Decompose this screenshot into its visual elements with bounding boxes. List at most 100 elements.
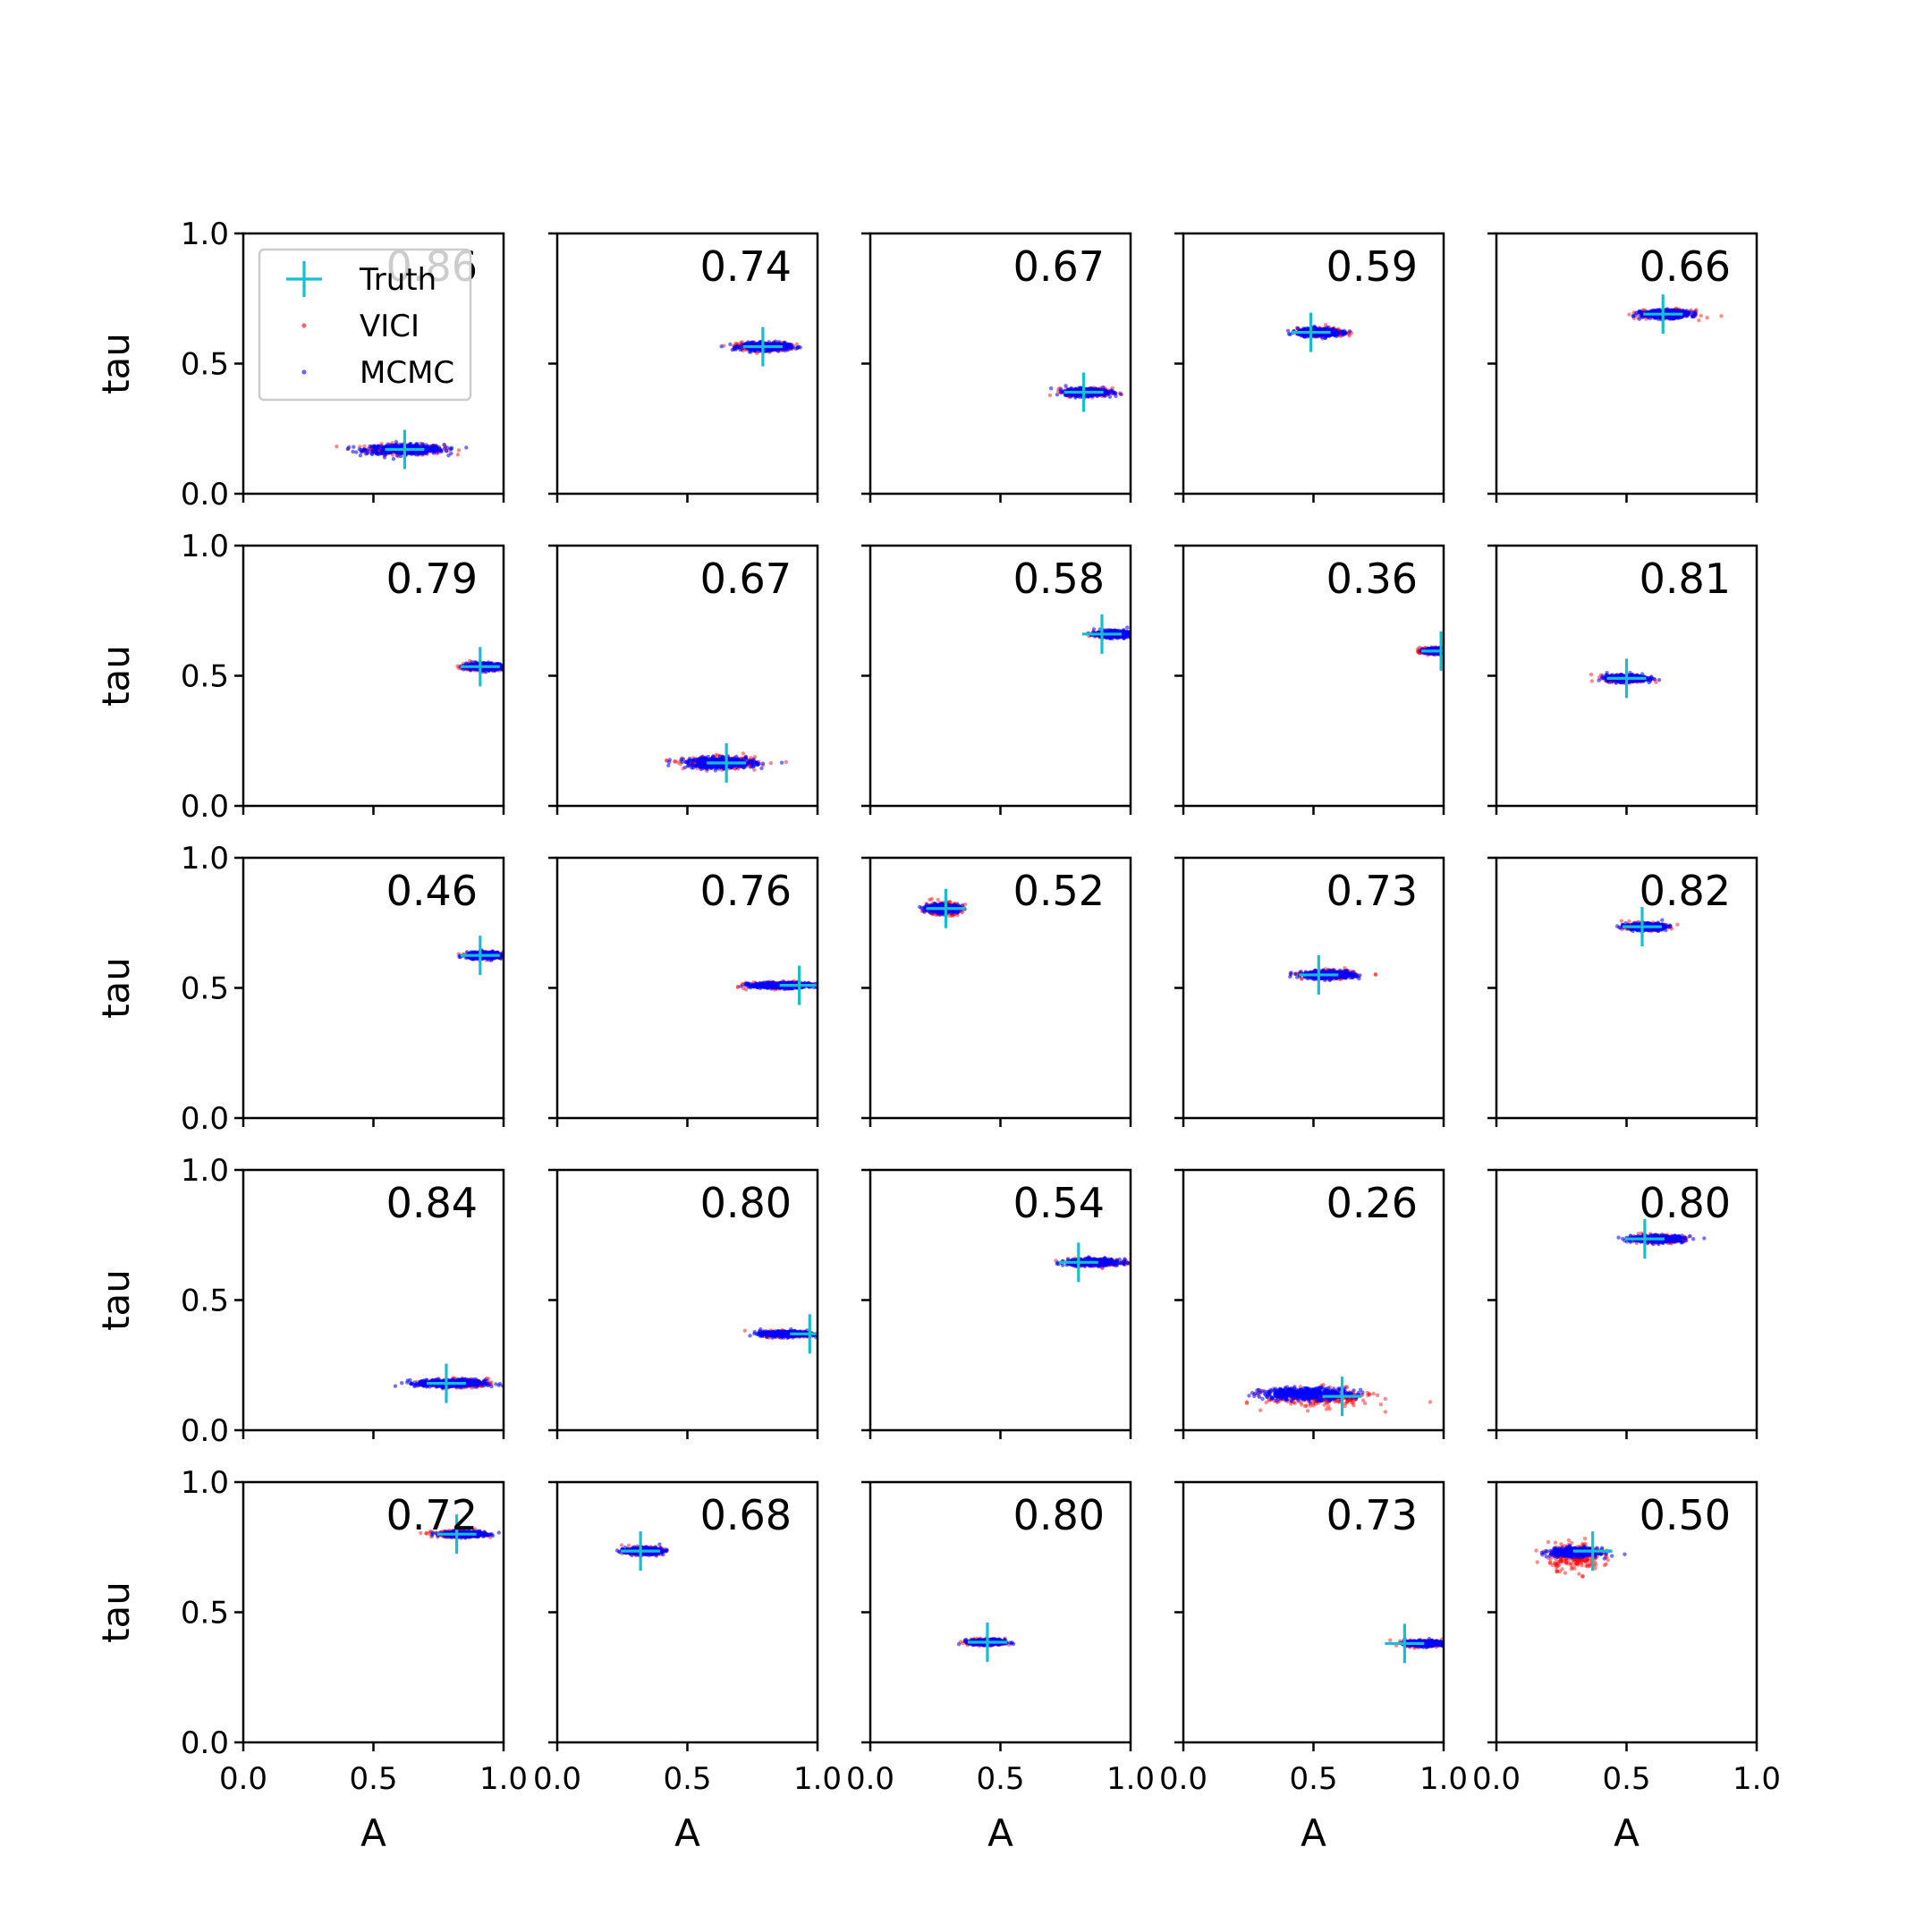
y-tick-label: 1.0 <box>181 529 229 564</box>
panel-7: 0.67 <box>548 544 819 815</box>
mcmc-point <box>1102 390 1107 395</box>
mcmc-point <box>430 448 436 453</box>
mcmc-point <box>449 447 453 452</box>
vici-point <box>768 761 774 766</box>
mcmc-point <box>1330 327 1335 332</box>
mcmc-point <box>399 453 403 459</box>
overlap-value: 0.79 <box>386 555 478 603</box>
mcmc-point <box>351 449 355 454</box>
mcmc-point <box>345 446 350 452</box>
mcmc-point <box>1114 391 1118 395</box>
mcmc-point <box>682 765 688 770</box>
vici-point <box>794 342 800 346</box>
mcmc-point <box>382 455 387 460</box>
y-axis-label: tau <box>94 333 138 394</box>
mcmc-point <box>1285 328 1291 333</box>
vici-point <box>1047 393 1053 398</box>
overlap-value: 0.74 <box>700 242 792 291</box>
panel-3: 0.67 <box>861 232 1132 503</box>
mcmc-point <box>728 342 733 347</box>
vici-point <box>673 758 677 764</box>
mcmc-point <box>380 445 385 450</box>
overlap-value: 0.66 <box>1640 242 1731 291</box>
truth-marker <box>385 429 425 470</box>
vici-point <box>784 759 789 765</box>
mcmc-point <box>464 445 469 450</box>
vici-point <box>714 752 718 758</box>
mcmc-point <box>783 348 787 353</box>
mcmc-point <box>484 670 488 674</box>
mcmc-point <box>733 347 738 352</box>
mcmc-point <box>358 453 363 458</box>
mcmc-point <box>1692 309 1697 314</box>
mcmc-point <box>1657 315 1662 319</box>
vici-point <box>675 760 680 765</box>
truth-marker <box>1643 294 1683 335</box>
vici-point <box>455 453 461 457</box>
mcmc-point <box>1639 314 1643 318</box>
vici-point <box>1697 318 1701 323</box>
mcmc-point <box>422 445 428 449</box>
vici-point <box>1699 313 1704 318</box>
vici-point <box>752 767 757 772</box>
vici-point <box>673 759 677 764</box>
mcmc-point <box>1638 309 1642 314</box>
mcmc-point <box>1110 388 1114 394</box>
vici-point <box>456 448 462 453</box>
truth-marker <box>742 326 783 367</box>
vici-point <box>664 758 669 763</box>
mcmc-point <box>360 448 365 453</box>
mcmc-point <box>386 442 390 446</box>
y-tick-label: 0.0 <box>181 789 229 825</box>
mcmc-point <box>442 443 446 447</box>
panel-2: 0.74 <box>548 232 819 503</box>
overlap-value: 0.59 <box>1326 242 1418 291</box>
y-tick-label: 0.5 <box>181 347 229 383</box>
truth-marker <box>1291 312 1331 352</box>
mcmc-point <box>464 662 469 666</box>
mcmc-point <box>797 344 801 350</box>
mcmc-point <box>1637 317 1642 321</box>
mcmc-point <box>1089 386 1093 391</box>
mcmc-point <box>1049 386 1054 391</box>
mcmc-point <box>1313 327 1318 332</box>
mcmc-point <box>366 447 370 452</box>
mcmc-point <box>784 344 790 349</box>
mcmc-point <box>1343 331 1348 335</box>
mcmc-point <box>1690 314 1695 319</box>
mcmc-point <box>365 451 369 455</box>
mcmc-point <box>415 442 419 446</box>
mcmc-point <box>1312 334 1318 339</box>
mcmc-point <box>1063 384 1068 388</box>
mcmc-point <box>371 445 377 449</box>
panel-5: 0.66 <box>1487 232 1758 503</box>
mcmc-point <box>779 760 784 765</box>
vici-point <box>741 751 746 756</box>
panel-4: 0.59 <box>1174 232 1445 503</box>
vici-point <box>504 666 508 670</box>
mcmc-point <box>442 446 447 451</box>
mcmc-point <box>374 452 379 456</box>
vici-point <box>1705 316 1709 320</box>
panels-layer: 0.00.51.0tau0.860.740.670.590.660.00.51.… <box>94 216 1781 1855</box>
overlap-value: 0.67 <box>1013 242 1105 291</box>
mcmc-point <box>416 452 421 456</box>
mcmc-point <box>391 456 396 462</box>
mcmc-point <box>1337 331 1342 335</box>
mcmc-point <box>735 344 741 349</box>
truth-marker <box>1063 372 1104 412</box>
mcmc-point <box>449 451 453 456</box>
mcmc-point <box>1061 390 1065 394</box>
mcmc-point <box>1066 387 1071 392</box>
mcmc-point <box>394 453 400 458</box>
mcmc-point <box>369 451 374 456</box>
mcmc-point <box>481 661 487 665</box>
mcmc-point <box>1288 332 1292 337</box>
y-axis-label: tau <box>94 645 138 707</box>
vici-point <box>455 664 460 668</box>
mcmc-point <box>1674 309 1678 314</box>
mcmc-point <box>719 344 724 349</box>
vici-point <box>749 756 753 760</box>
